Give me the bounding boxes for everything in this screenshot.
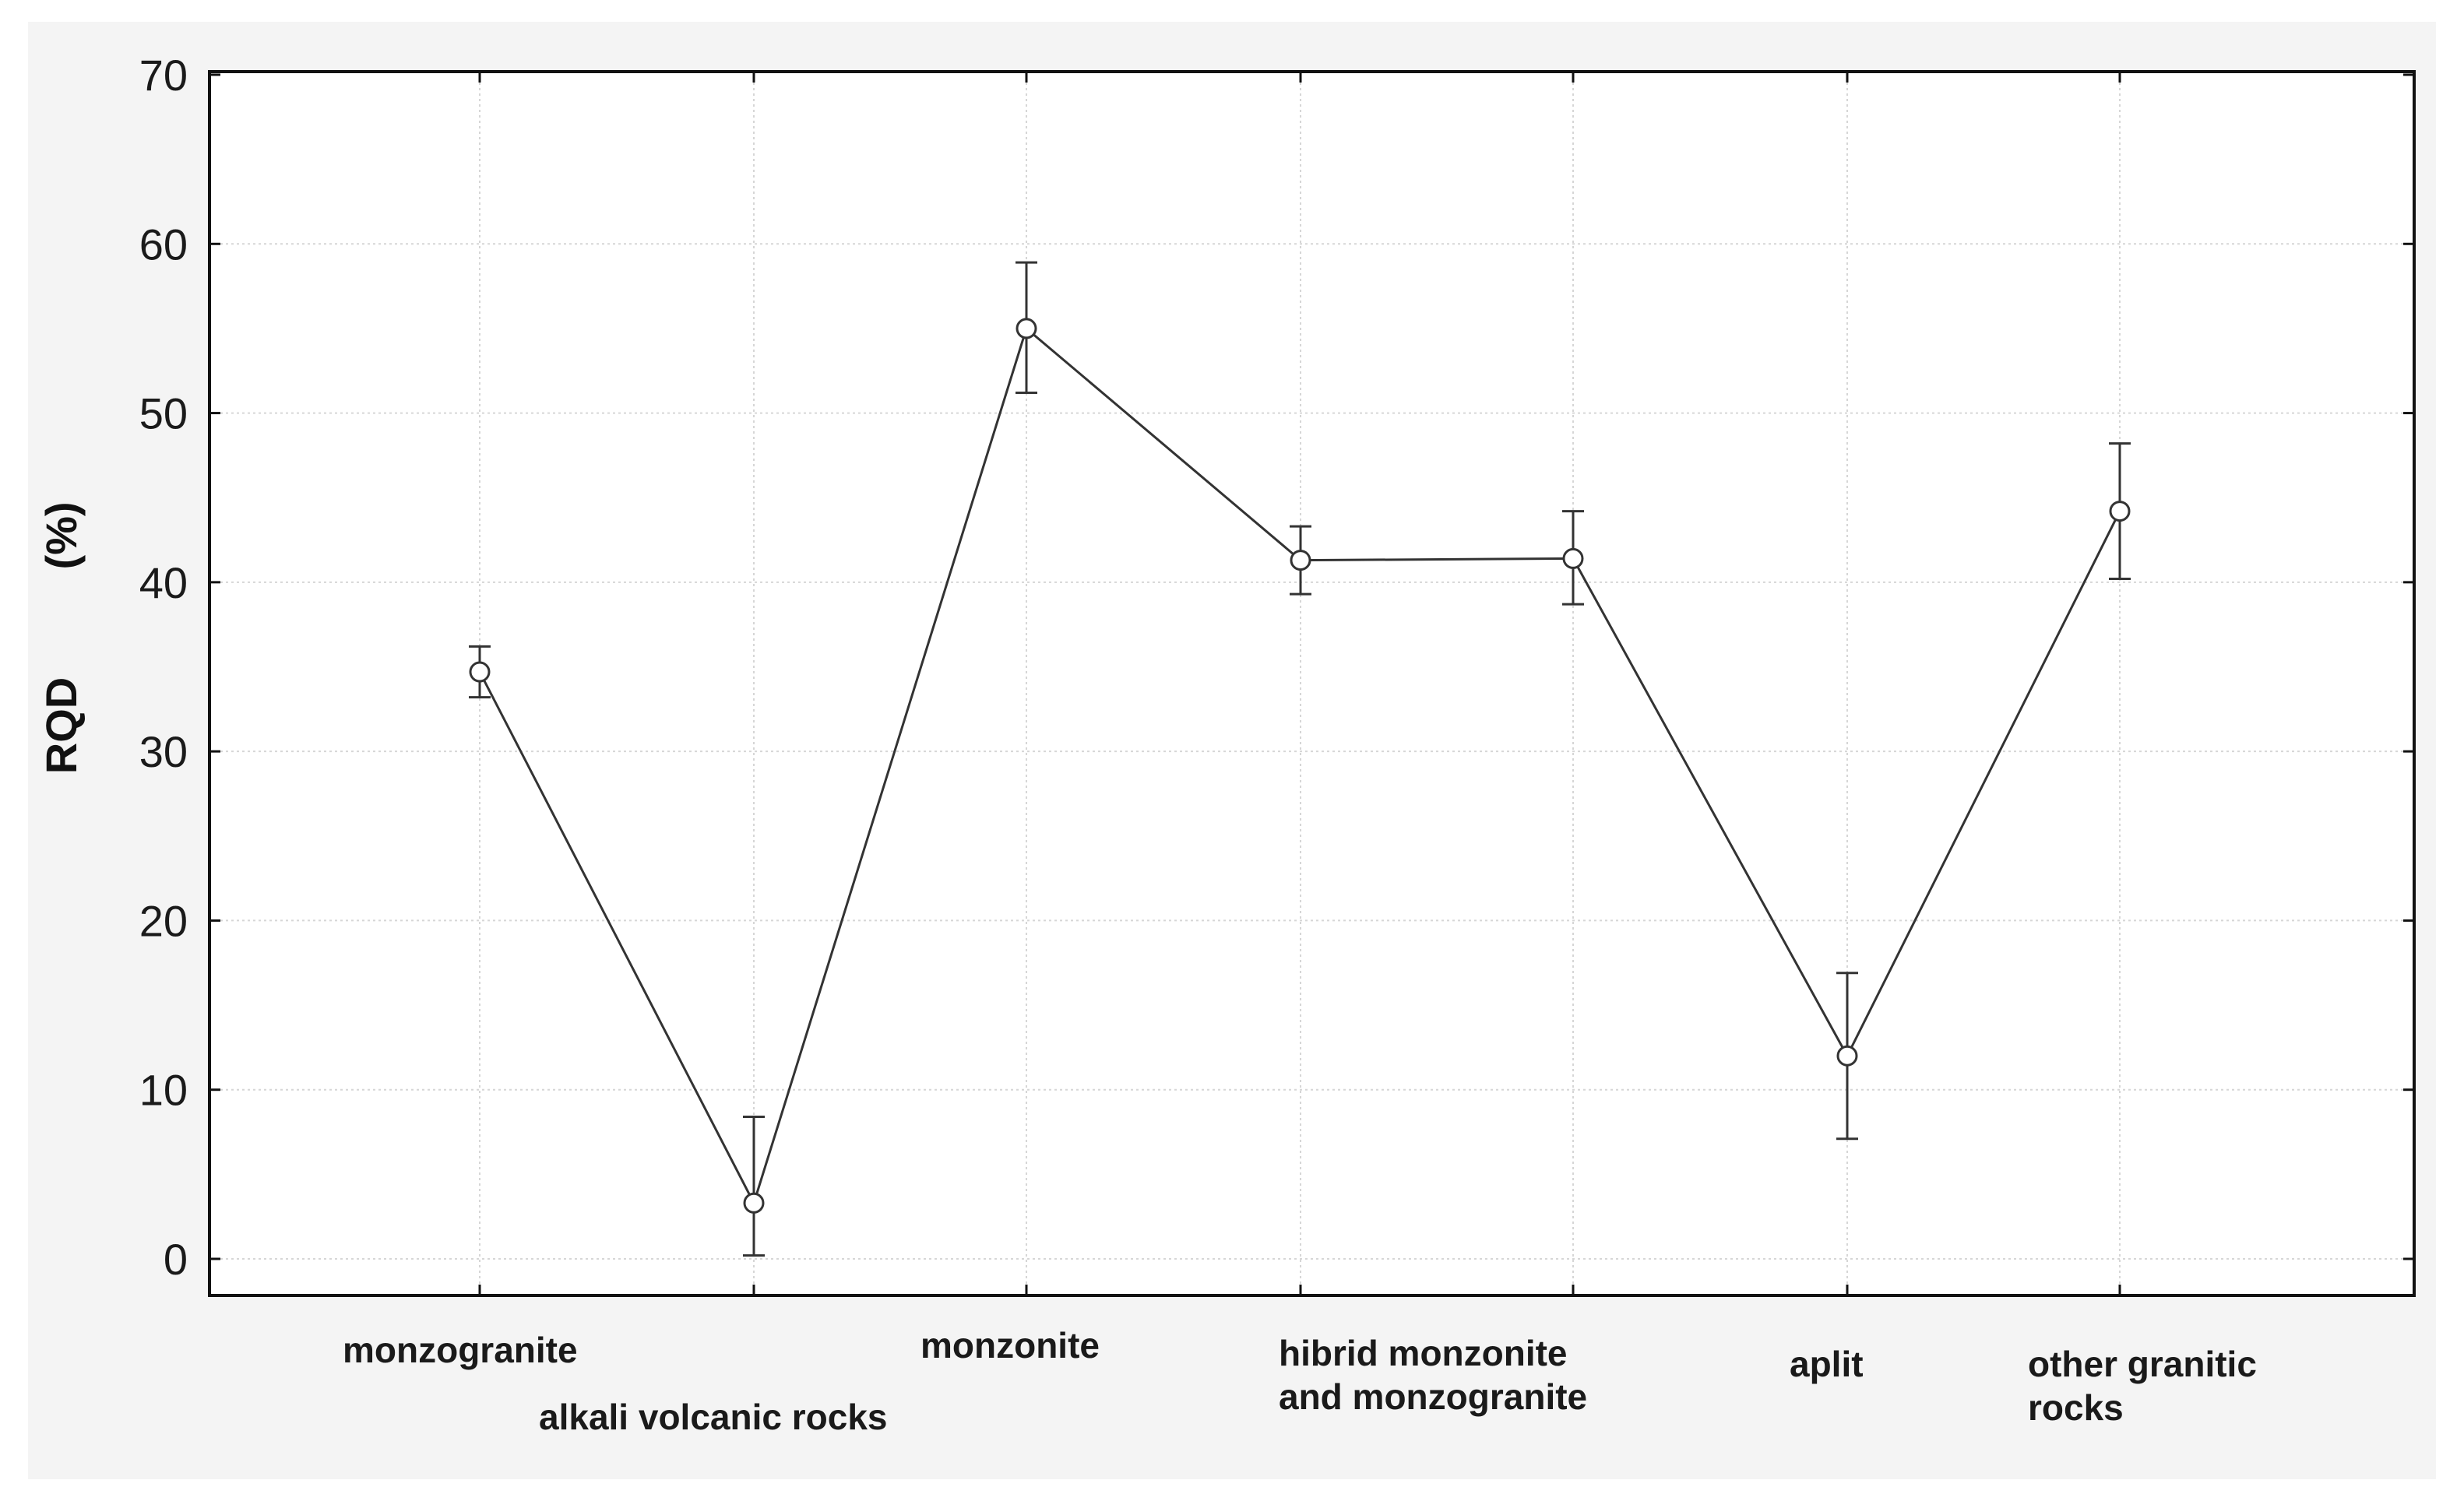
data-point (1290, 550, 1311, 571)
labels: 0 10 20 30 40 50 60 70 monzogranite alkali volcan… (37, 51, 2257, 1437)
y-tick-label: 30 (139, 727, 188, 776)
data-point (743, 1192, 765, 1214)
y-axis-unit: (%) (37, 501, 86, 569)
x-category-label: hibrid monzonite (1279, 1333, 1568, 1373)
x-category-label: other granitic (2028, 1344, 2257, 1384)
figure-frame: 0 10 20 30 40 50 60 70 monzogranite alkali volcan… (28, 22, 2436, 1479)
x-category-label: monzonite (920, 1325, 1100, 1366)
y-axis-title: RQD (37, 677, 86, 774)
y-tick-label: 10 (139, 1066, 188, 1115)
plot-border (208, 70, 2416, 1297)
y-tick-label: 60 (139, 220, 188, 269)
x-category-label: aplit (1790, 1344, 1864, 1384)
data-point (1016, 318, 1037, 339)
data-point (2109, 501, 2131, 522)
data-point (469, 661, 491, 683)
x-category-label: monzogranite (343, 1330, 578, 1370)
x-category-label: and monzogranite (1279, 1376, 1587, 1417)
data-point (1836, 1045, 1858, 1067)
y-tick-label: 40 (139, 558, 188, 607)
y-tick-label: 0 (164, 1235, 188, 1284)
x-category-label: rocks (2028, 1387, 2124, 1428)
data-series (469, 261, 2131, 1257)
line-chart: 0 10 20 30 40 50 60 70 monzogranite alkali volcan… (37, 51, 2416, 1437)
data-point (1562, 547, 1584, 569)
y-tick-label: 70 (139, 51, 188, 100)
axes (208, 70, 2416, 1297)
y-tick-label: 20 (139, 896, 188, 945)
y-tick-label: 50 (139, 389, 188, 438)
plot-area (209, 72, 2414, 1295)
x-category-label: alkali volcanic rocks (539, 1397, 888, 1437)
